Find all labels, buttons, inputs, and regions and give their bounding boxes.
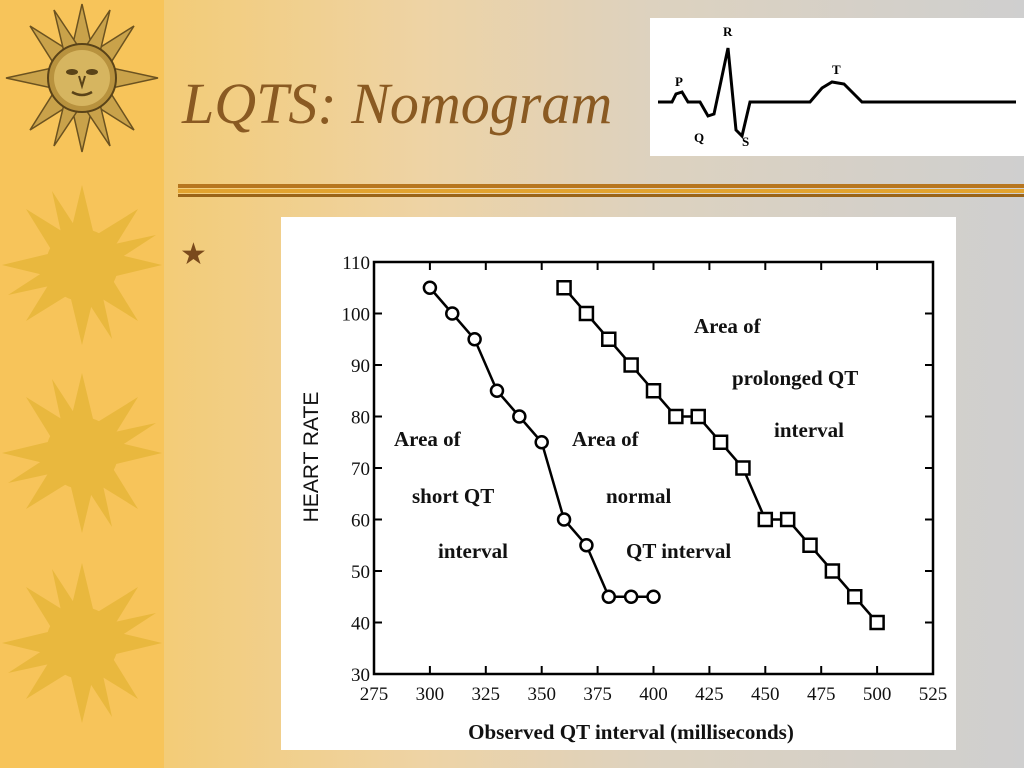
annotation-short-line2: short QT bbox=[412, 484, 495, 508]
annotation-normal-line3: QT interval bbox=[626, 539, 732, 563]
data-point-square bbox=[623, 357, 639, 373]
x-axis-label: Observed QT interval (milliseconds) bbox=[468, 720, 794, 744]
ecg-label-r: R bbox=[723, 24, 733, 39]
y-tick-label: 60 bbox=[351, 511, 370, 532]
data-point-square bbox=[645, 383, 662, 399]
annotation-short-line1: Area of bbox=[394, 427, 461, 451]
y-tick-label: 110 bbox=[342, 253, 370, 274]
title-divider bbox=[178, 184, 1024, 197]
x-tick-label: 500 bbox=[863, 684, 892, 705]
data-point-circle bbox=[489, 383, 505, 398]
x-tick-label: 275 bbox=[360, 684, 389, 705]
data-point-square bbox=[578, 305, 595, 322]
y-tick-label: 50 bbox=[351, 562, 370, 583]
y-tick-label: 90 bbox=[351, 356, 370, 377]
qt-nomogram-chart: 275 300 325 350 375 400 425 450 475 500 525 30 40 50 6… bbox=[342, 253, 948, 705]
x-tick-label: 300 bbox=[416, 684, 445, 705]
x-tick-label: 425 bbox=[695, 684, 724, 705]
annotation-prolonged-line1: Area of bbox=[694, 314, 761, 338]
data-point-circle bbox=[579, 538, 594, 553]
x-tick-label: 375 bbox=[583, 684, 612, 705]
plot-frame bbox=[372, 260, 935, 676]
chart-series bbox=[422, 280, 885, 631]
data-point-square bbox=[668, 408, 684, 425]
data-point-square bbox=[601, 331, 617, 347]
annotation-prolonged-line3: interval bbox=[774, 418, 844, 442]
annotation-prolonged-line2: prolonged QT bbox=[732, 366, 859, 390]
y-axis-label: HEART RATE bbox=[300, 391, 323, 523]
ecg-label-s: S bbox=[742, 134, 749, 149]
ecg-waveform-panel: P Q R S T bbox=[650, 18, 1024, 156]
x-tick-label: 350 bbox=[527, 684, 556, 705]
ecg-label-p: P bbox=[675, 74, 683, 89]
data-point-circle bbox=[646, 589, 661, 604]
decorative-sun-strip bbox=[0, 0, 164, 768]
data-point-square bbox=[824, 563, 841, 579]
sun-icon bbox=[2, 185, 162, 345]
data-point-square bbox=[869, 614, 885, 631]
annotation-short-line3: interval bbox=[438, 539, 508, 563]
y-tick-label: 70 bbox=[351, 459, 370, 480]
data-point-square bbox=[802, 537, 818, 553]
ecg-label-q: Q bbox=[694, 130, 704, 145]
x-tick-label: 400 bbox=[639, 684, 668, 705]
y-tick-label: 30 bbox=[351, 665, 370, 686]
x-tick-label: 325 bbox=[472, 684, 501, 705]
slide-title: LQTS: Nomogram bbox=[182, 71, 613, 136]
data-point-square bbox=[779, 511, 796, 528]
annotation-normal-line1: Area of bbox=[572, 427, 639, 451]
y-tick-label: 40 bbox=[351, 614, 370, 635]
data-point-circle bbox=[422, 280, 438, 295]
y-tick-label: 80 bbox=[351, 408, 370, 429]
data-point-circle bbox=[467, 332, 482, 347]
data-point-circle bbox=[623, 589, 639, 604]
sun-icon bbox=[2, 563, 162, 723]
sun-icon bbox=[2, 373, 162, 533]
sun-face-icon bbox=[5, 3, 159, 153]
data-point-square bbox=[846, 589, 863, 605]
data-point-square bbox=[735, 460, 751, 476]
chart-axes bbox=[372, 260, 935, 676]
data-point-square bbox=[556, 280, 572, 296]
annotation-normal-line2: normal bbox=[606, 484, 672, 508]
x-tick-label: 475 bbox=[807, 684, 836, 705]
data-point-square bbox=[712, 434, 729, 450]
ecg-waveform: P Q R S T bbox=[658, 24, 1016, 149]
chart-panel: 275 300 325 350 375 400 425 450 475 500 525 30 40 50 6… bbox=[281, 217, 956, 750]
data-point-circle bbox=[445, 306, 460, 321]
data-point-circle bbox=[534, 435, 549, 450]
x-tick-label: 525 bbox=[919, 684, 948, 705]
data-point-circle bbox=[512, 409, 527, 424]
x-tick-label: 450 bbox=[751, 684, 780, 705]
chart-ticks: 275 300 325 350 375 400 425 450 475 500 525 30 40 50 6… bbox=[342, 253, 948, 705]
y-tick-label: 100 bbox=[342, 305, 371, 326]
bullet-star-icon: ★ bbox=[180, 238, 207, 271]
data-point-circle bbox=[556, 512, 572, 527]
data-point-square bbox=[757, 511, 774, 528]
ecg-label-t: T bbox=[832, 62, 841, 77]
data-point-square bbox=[690, 408, 706, 425]
data-point-circle bbox=[601, 589, 617, 604]
